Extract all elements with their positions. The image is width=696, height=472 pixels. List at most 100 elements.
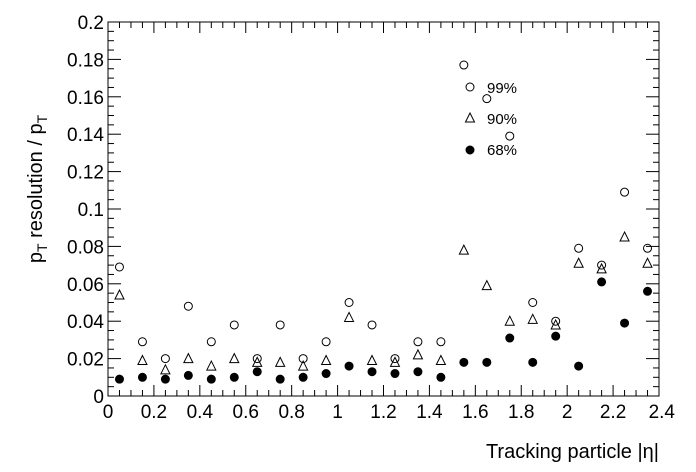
series-99% [114,60,653,364]
y-axis-title-sub1: T [34,243,50,252]
legend-marker-99 [465,82,475,92]
data-point-triangle [619,230,630,242]
data-point-filled-circle [160,374,170,384]
data-point-filled-circle [367,367,377,377]
legend-label-68: 68% [487,142,517,159]
data-point-open-circle [183,301,193,311]
data-point-filled-circle [505,333,515,343]
y-tick-label: 0.02 [67,350,104,371]
x-tick-label: 1.8 [508,402,534,423]
x-tick-label: 0.8 [278,402,304,423]
data-point-triangle [320,354,332,365]
data-point-filled-circle [114,374,124,384]
data-series [114,60,653,384]
data-point-triangle [412,348,424,360]
data-point-open-circle [482,94,492,104]
data-point-open-circle [206,337,216,347]
x-tick-label: 1.6 [462,402,488,423]
data-point-open-circle [597,260,607,270]
data-point-filled-circle [390,369,400,379]
data-point-open-circle [344,298,354,307]
data-point-open-circle [275,320,285,330]
data-point-open-circle [229,320,239,330]
y-tick-label: 0.2 [78,13,104,34]
y-axis-title-sub2: T [34,114,50,123]
y-tick-label: 0.12 [67,163,104,184]
data-point-open-circle [574,243,584,253]
data-point-triangle [389,356,401,367]
series-68% [114,277,653,384]
data-point-triangle [596,262,607,274]
data-point-filled-circle [298,372,308,382]
y-tick-label: 0.16 [67,88,104,109]
y-axis-title-p1: p [25,252,47,263]
data-point-filled-circle [597,277,607,287]
data-point-open-circle [298,354,308,364]
data-point-triangle [481,279,493,291]
legend-marker-68 [465,145,475,155]
x-tick-label: 2 [562,402,573,423]
legend-label-90: 90% [487,111,517,128]
data-point-triangle [458,244,470,255]
x-axis-tick-labels: 0 0.2 0.4 0.6 0.8 1 1.2 1.4 1.6 1.8 2 2.2 2.4 [103,402,676,423]
legend: 99% 90% 68% [464,80,517,159]
data-point-open-circle [620,187,630,197]
data-point-filled-circle [436,372,446,382]
data-point-filled-circle [482,357,492,367]
data-point-triangle [251,356,263,367]
data-point-triangle [137,354,148,365]
data-point-triangle [504,315,516,326]
x-tick-label: 1.2 [370,402,396,423]
y-tick-label: 0.18 [67,50,104,71]
series-90% [114,230,653,375]
data-point-filled-circle [620,318,630,328]
data-point-filled-circle [321,369,331,379]
y-axis-ticks [108,21,659,397]
y-axis-title-mid: resolution / p [25,123,47,243]
data-point-open-circle [436,337,446,347]
y-tick-label: 0.06 [67,275,104,296]
data-point-triangle [297,359,309,371]
data-point-filled-circle [137,372,147,382]
data-point-filled-circle [459,357,469,367]
data-point-triangle [183,352,194,364]
y-tick-label: 0.08 [67,237,104,258]
x-tick-label: 0 [103,402,114,423]
data-point-open-circle [528,298,538,307]
x-tick-label: 2.2 [600,402,626,423]
data-point-open-circle [160,354,170,364]
data-point-triangle [527,313,539,324]
data-point-open-circle [321,337,331,347]
data-point-open-circle [114,262,124,272]
y-tick-label: 0.14 [67,125,104,146]
data-point-filled-circle [528,357,538,367]
y-tick-label: 0 [93,387,104,408]
plot-frame [107,21,660,397]
y-axis-title: pT resolution / pT [25,114,50,263]
data-point-filled-circle [206,374,216,384]
data-point-open-circle [367,320,377,330]
x-tick-label: 0.6 [233,402,259,423]
data-point-filled-circle [344,361,354,371]
data-point-open-circle [505,131,515,141]
x-axis-ticks [107,22,660,396]
data-point-triangle [206,359,217,371]
data-point-triangle [642,257,653,268]
data-point-filled-circle [252,367,262,377]
x-tick-label: 0.4 [187,402,214,423]
data-point-triangle [343,311,355,322]
data-point-filled-circle [275,374,285,384]
data-point-triangle [114,288,125,300]
data-point-triangle [160,363,171,375]
y-axis-tick-labels: 0 0.02 0.04 0.06 0.08 0.1 0.12 0.14 0.16 0.18 0.2 [67,13,104,408]
data-point-open-circle [390,354,400,364]
data-point-open-circle [137,337,147,347]
data-point-triangle [366,354,378,365]
data-point-filled-circle [551,331,561,341]
data-point-open-circle [643,243,653,253]
data-point-open-circle [459,60,469,70]
data-point-filled-circle [643,286,653,296]
data-point-triangle [573,257,584,268]
data-point-triangle [435,354,447,365]
